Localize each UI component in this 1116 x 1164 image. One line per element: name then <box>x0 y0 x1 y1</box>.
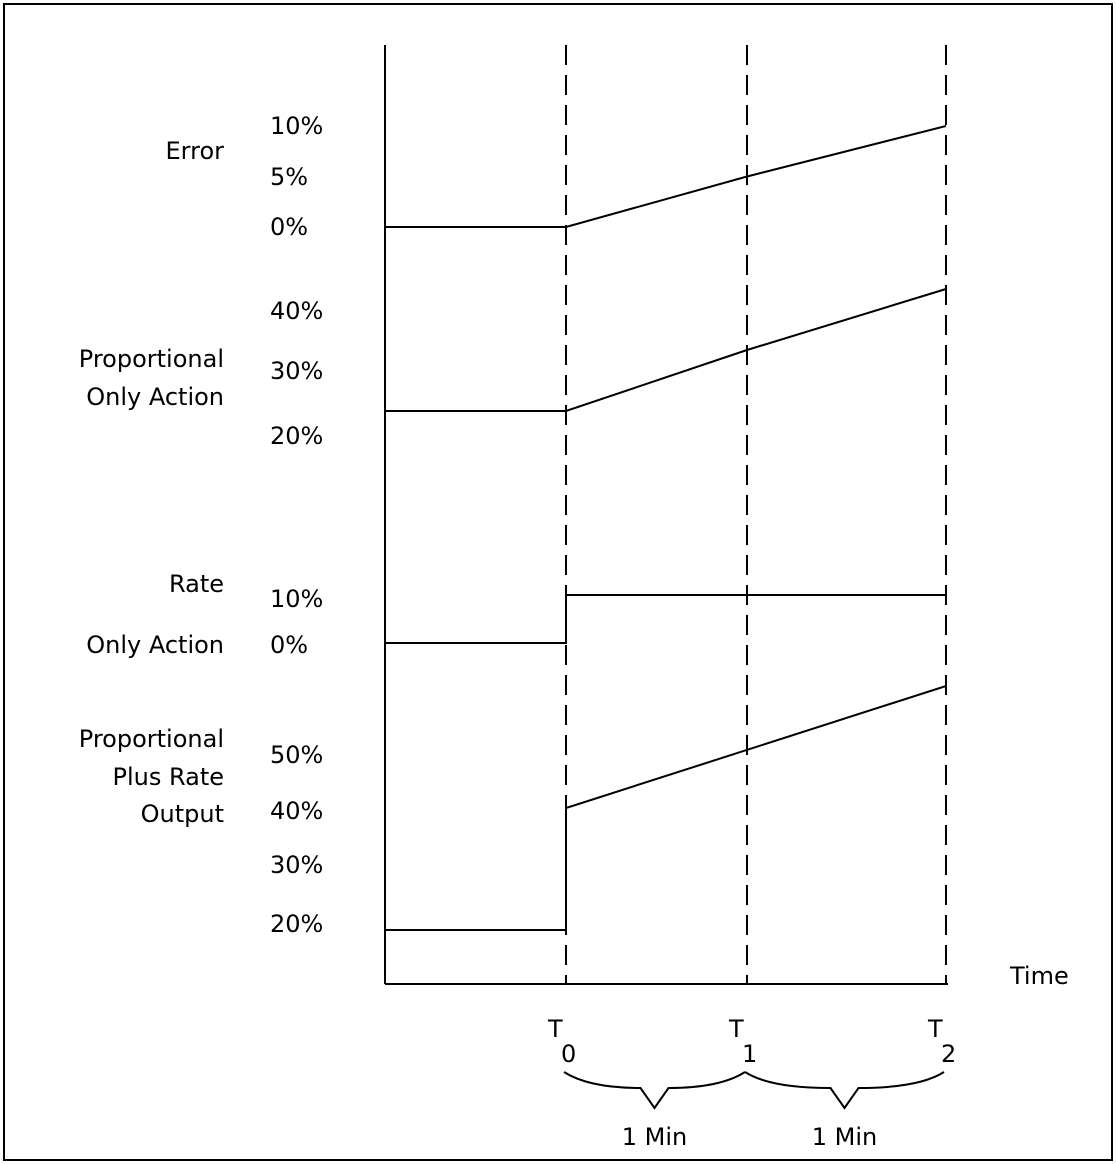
panel-label-3-line-0: Proportional <box>79 725 224 753</box>
panel-label-2-line-1: Only Action <box>86 631 224 659</box>
time-point-sub-1: 1 <box>742 1040 757 1068</box>
tick-label-1-0: 40% <box>270 297 323 325</box>
time-point-name-2: T <box>927 1015 943 1043</box>
time-point-0: T0 <box>547 1015 576 1068</box>
tick-label-1-2: 20% <box>270 422 323 450</box>
series-line-3 <box>385 685 947 931</box>
tick-labels: 10% 5% 0% 40% 30% 20% 10% 0% 50% 40% 30% 20% <box>270 112 323 938</box>
tick-label-0-2: 0% <box>270 213 308 241</box>
time-point-sub-0: 0 <box>561 1040 576 1068</box>
interval-braces: 1 Min 1 Min <box>563 1071 945 1151</box>
tick-label-1-1: 30% <box>270 357 323 385</box>
time-point-1: T1 <box>728 1015 757 1068</box>
time-point-sub-2: 2 <box>941 1040 956 1068</box>
time-axis-label: Time <box>1009 962 1069 990</box>
tick-label-2-1: 0% <box>270 631 308 659</box>
interval-brace-0 <box>563 1071 746 1110</box>
tick-label-0-0: 10% <box>270 112 323 140</box>
panel-label-1-line-1: Only Action <box>86 383 224 411</box>
tick-label-2-0: 10% <box>270 585 323 613</box>
interval-label-1: 1 Min <box>812 1123 877 1151</box>
panel-labels: Error Proportional Only Action Rate Only Act… <box>79 137 224 828</box>
panel-label-3-line-2: Output <box>141 800 224 828</box>
panel-label-1-line-0: Proportional <box>79 345 224 373</box>
time-point-name-1: T <box>728 1015 744 1043</box>
figure-border <box>3 3 1113 1161</box>
tick-label-3-0: 50% <box>270 741 323 769</box>
panel-label-0-line-0: Error <box>166 137 225 165</box>
tick-label-0-1: 5% <box>270 163 308 191</box>
interval-brace-1 <box>744 1071 945 1110</box>
tick-label-3-2: 30% <box>270 851 323 879</box>
interval-label-0: 1 Min <box>622 1123 687 1151</box>
series-line-1 <box>385 288 947 412</box>
panel-label-2-line-0: Rate <box>169 570 224 598</box>
time-point-name-0: T <box>547 1015 563 1043</box>
time-point-2: T2 <box>927 1015 956 1068</box>
series-lines <box>385 125 947 931</box>
series-line-0 <box>385 125 947 228</box>
panel-label-3-line-1: Plus Rate <box>112 763 224 791</box>
tick-label-3-3: 20% <box>270 910 323 938</box>
tick-label-3-1: 40% <box>270 797 323 825</box>
series-line-2 <box>385 594 946 644</box>
